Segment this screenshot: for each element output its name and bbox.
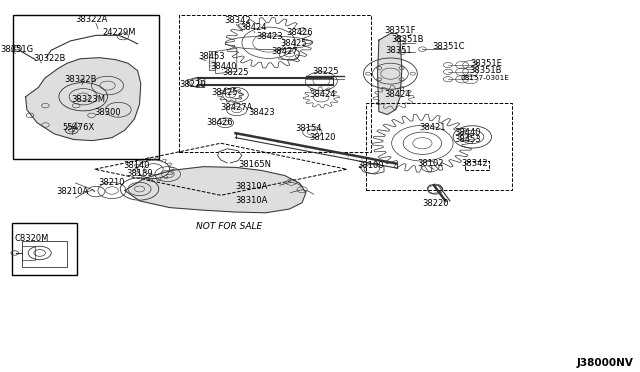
- Text: C8320M: C8320M: [14, 234, 49, 243]
- Text: 38165N: 38165N: [238, 160, 271, 169]
- Text: 30322B: 30322B: [33, 54, 66, 63]
- Text: 38102: 38102: [417, 159, 444, 168]
- Text: 38426: 38426: [287, 28, 314, 37]
- Text: 38440: 38440: [210, 62, 236, 71]
- Text: 38351C: 38351C: [432, 42, 465, 51]
- Text: 38323M: 38323M: [72, 95, 106, 104]
- Text: 38453: 38453: [454, 135, 481, 144]
- Bar: [22, 246, 35, 260]
- Text: 24229M: 24229M: [102, 28, 136, 37]
- Polygon shape: [26, 58, 141, 141]
- Text: 38220: 38220: [179, 80, 205, 89]
- Text: 38225: 38225: [223, 68, 249, 77]
- Text: 38427A: 38427A: [220, 103, 253, 112]
- Bar: [366, 103, 512, 190]
- Bar: [12, 223, 77, 275]
- Text: 38423: 38423: [248, 108, 275, 117]
- Text: 38154: 38154: [296, 124, 322, 133]
- Text: NOT FOR SALE: NOT FOR SALE: [196, 222, 262, 231]
- Text: 38300: 38300: [95, 108, 122, 117]
- Polygon shape: [378, 33, 402, 115]
- Text: 38342: 38342: [461, 159, 488, 168]
- Text: 38425: 38425: [280, 39, 307, 48]
- Text: 38351: 38351: [385, 46, 412, 55]
- Text: 38310A: 38310A: [236, 196, 268, 205]
- Text: 38440: 38440: [454, 128, 481, 137]
- Text: 38210: 38210: [99, 178, 125, 187]
- Text: 38424: 38424: [310, 90, 336, 99]
- Text: 38100: 38100: [357, 161, 383, 170]
- Text: J38000NV: J38000NV: [577, 357, 634, 368]
- Text: 38220: 38220: [422, 199, 449, 208]
- Bar: [13, 15, 159, 159]
- Text: 38210A: 38210A: [56, 187, 88, 196]
- Text: 38351G: 38351G: [1, 45, 34, 54]
- Text: 38140: 38140: [123, 161, 149, 170]
- Text: 38225: 38225: [312, 67, 339, 76]
- Text: 38120: 38120: [310, 133, 336, 142]
- Text: 55476X: 55476X: [63, 123, 95, 132]
- Text: 38427: 38427: [271, 47, 298, 56]
- Text: 38424: 38424: [384, 90, 410, 99]
- Bar: [22, 241, 67, 267]
- Text: 38322B: 38322B: [64, 76, 97, 84]
- Bar: [179, 15, 371, 152]
- Text: 08157-0301E: 08157-0301E: [461, 75, 509, 81]
- Text: 38423: 38423: [256, 32, 283, 41]
- Text: 38351F: 38351F: [384, 26, 415, 35]
- Text: 38424: 38424: [240, 23, 266, 32]
- Text: 38310A: 38310A: [236, 182, 268, 190]
- Text: 38342: 38342: [224, 16, 251, 25]
- Text: 38189: 38189: [127, 169, 154, 178]
- Text: 38453: 38453: [198, 52, 225, 61]
- Text: 38426: 38426: [206, 118, 233, 126]
- Text: 38351E: 38351E: [470, 59, 502, 68]
- Text: 38421: 38421: [419, 123, 445, 132]
- Text: 38351B: 38351B: [392, 35, 424, 44]
- Text: 38425: 38425: [211, 88, 237, 97]
- Polygon shape: [125, 167, 306, 213]
- Text: 38351B: 38351B: [470, 66, 502, 75]
- Text: 38322A: 38322A: [76, 15, 108, 24]
